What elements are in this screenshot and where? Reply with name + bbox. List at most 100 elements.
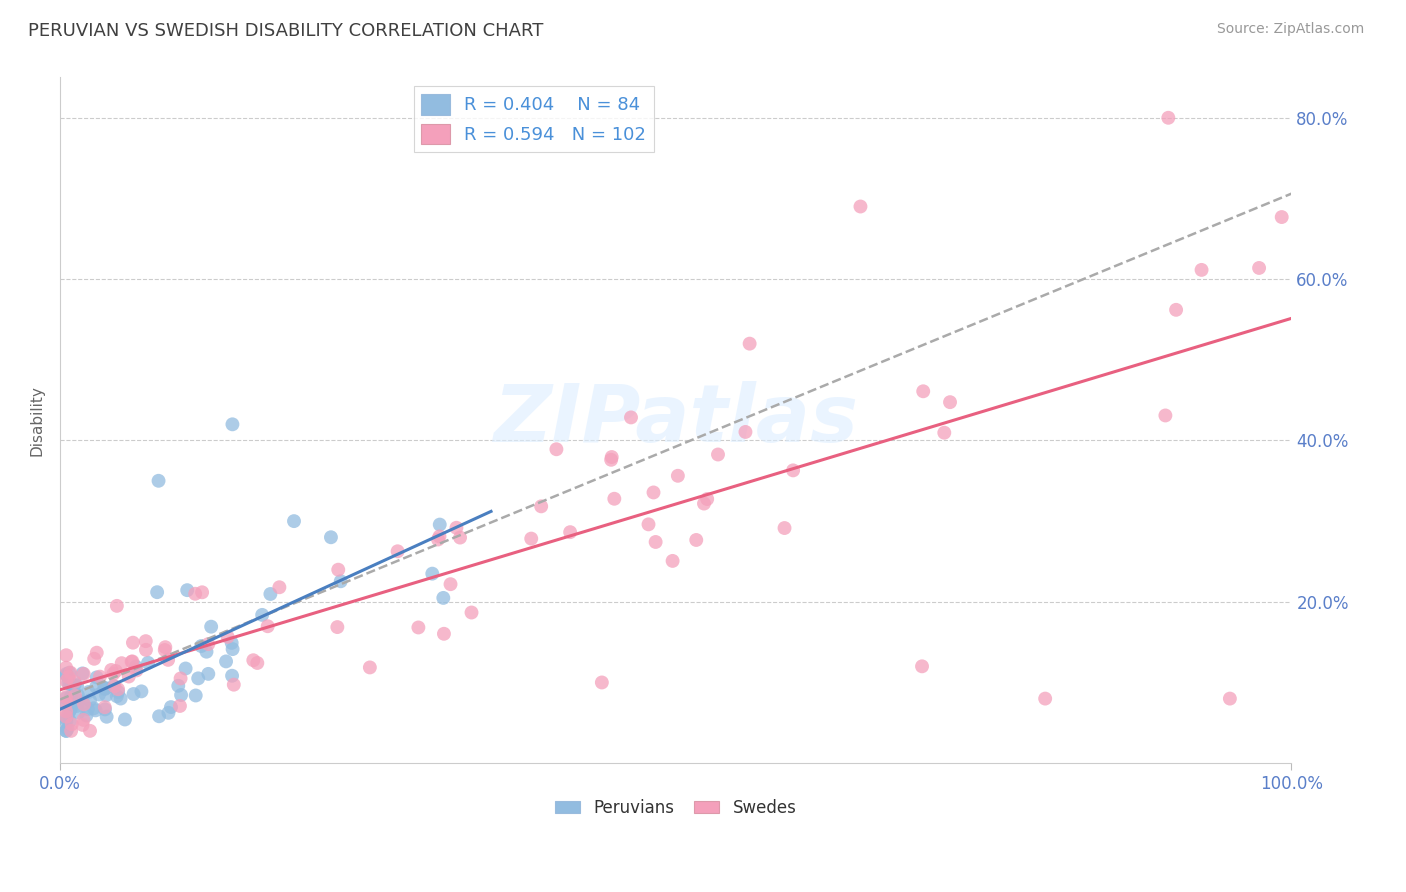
- Point: [187, 671, 209, 685]
- Point: [55, 723, 77, 738]
- Point: [94, 688, 117, 702]
- Point: [58, 706, 80, 721]
- Point: [1157, 111, 1180, 125]
- Point: [643, 485, 665, 500]
- Point: [79, 693, 101, 707]
- Point: [934, 425, 956, 440]
- Point: [66, 688, 89, 702]
- Legend: Peruvians, Swedes: Peruvians, Swedes: [548, 792, 803, 823]
- Point: [72, 696, 94, 710]
- Point: [600, 450, 623, 464]
- Point: [148, 709, 170, 723]
- Point: [328, 563, 350, 577]
- Point: [432, 591, 454, 605]
- Point: [55, 709, 77, 723]
- Point: [387, 544, 409, 558]
- Point: [55, 661, 77, 675]
- Point: [600, 452, 623, 467]
- Point: [429, 517, 451, 532]
- Point: [84, 680, 107, 694]
- Point: [103, 666, 125, 681]
- Point: [55, 698, 77, 712]
- Point: [1033, 691, 1056, 706]
- Point: [439, 577, 461, 591]
- Point: [620, 410, 643, 425]
- Point: [56, 722, 79, 736]
- Point: [121, 655, 143, 669]
- Point: [155, 640, 177, 655]
- Point: [215, 654, 238, 668]
- Point: [121, 654, 143, 668]
- Point: [603, 491, 626, 506]
- Point: [55, 691, 77, 706]
- Point: [89, 670, 111, 684]
- Text: Source: ZipAtlas.com: Source: ZipAtlas.com: [1216, 22, 1364, 37]
- Point: [114, 713, 136, 727]
- Point: [427, 533, 450, 547]
- Point: [1164, 302, 1187, 317]
- Point: [429, 529, 451, 543]
- Point: [103, 679, 125, 693]
- Point: [66, 698, 89, 713]
- Point: [87, 688, 110, 702]
- Point: [693, 497, 716, 511]
- Point: [1249, 260, 1271, 275]
- Point: [73, 666, 96, 681]
- Point: [55, 673, 77, 688]
- Point: [83, 701, 105, 715]
- Point: [58, 676, 80, 690]
- Point: [221, 636, 243, 650]
- Point: [125, 659, 148, 673]
- Point: [77, 702, 100, 716]
- Point: [59, 703, 82, 717]
- Point: [72, 713, 94, 727]
- Point: [184, 587, 207, 601]
- Point: [167, 679, 190, 693]
- Point: [661, 554, 683, 568]
- Point: [105, 690, 128, 704]
- Point: [67, 706, 90, 720]
- Point: [72, 718, 94, 732]
- Point: [100, 663, 122, 677]
- Point: [94, 681, 117, 696]
- Point: [1191, 263, 1213, 277]
- Point: [75, 708, 97, 723]
- Point: [546, 442, 568, 457]
- Point: [433, 627, 456, 641]
- Point: [58, 670, 80, 684]
- Point: [148, 474, 170, 488]
- Point: [530, 500, 553, 514]
- Point: [103, 679, 125, 693]
- Point: [222, 678, 245, 692]
- Point: [59, 677, 82, 691]
- Point: [77, 685, 100, 699]
- Point: [131, 684, 153, 698]
- Point: [55, 705, 77, 719]
- Point: [86, 670, 108, 684]
- Point: [782, 463, 804, 477]
- Text: PERUVIAN VS SWEDISH DISABILITY CORRELATION CHART: PERUVIAN VS SWEDISH DISABILITY CORRELATI…: [28, 22, 544, 40]
- Y-axis label: Disability: Disability: [30, 384, 44, 456]
- Point: [63, 689, 86, 703]
- Point: [773, 521, 796, 535]
- Point: [184, 689, 207, 703]
- Point: [242, 653, 264, 667]
- Point: [111, 656, 134, 670]
- Point: [55, 712, 77, 726]
- Point: [59, 701, 82, 715]
- Point: [1219, 691, 1241, 706]
- Point: [221, 642, 243, 657]
- Point: [157, 653, 180, 667]
- Point: [200, 620, 222, 634]
- Point: [73, 698, 96, 712]
- Point: [60, 690, 83, 704]
- Point: [110, 691, 132, 706]
- Point: [86, 646, 108, 660]
- Point: [191, 585, 214, 599]
- Point: [644, 535, 666, 549]
- Point: [520, 532, 543, 546]
- Point: [59, 665, 82, 680]
- Point: [221, 669, 243, 683]
- Point: [55, 696, 77, 710]
- Point: [55, 648, 77, 663]
